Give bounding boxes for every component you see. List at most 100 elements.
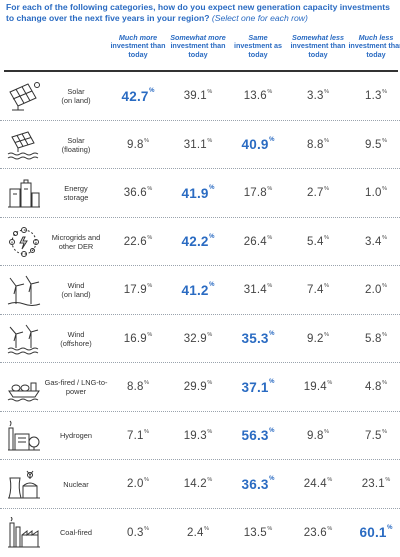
value-much-less: 1.0%: [365, 186, 387, 199]
wind-turbine-icon: [6, 274, 42, 306]
value-somewhat-more: 31.1%: [183, 137, 213, 151]
value-much-less: 23.1%: [361, 477, 391, 490]
coal-plant-icon: [6, 516, 42, 549]
value-much-less: 2.0%: [365, 283, 387, 296]
column-header-much-more: Much more investment than today: [108, 33, 168, 59]
column-header-line: Much less: [358, 33, 394, 42]
table-row: Coal-fired 0.3% 2.4% 13.5% 23.6% 60.1%: [0, 509, 400, 557]
row-label-line: Wind: [67, 329, 85, 339]
column-header-line: investment than today: [110, 41, 166, 59]
table-row: Solar (on land) 42.7% 39.1% 13.6% 3.3% 1.3%: [0, 72, 400, 121]
row-label-line: Gas-fired / LNG-to-: [44, 378, 108, 387]
value-somewhat-less: 9.8%: [307, 428, 329, 442]
table-row: Wind (offshore) 16.9% 32.9% 35.3% 9.2% 5.8%: [0, 315, 400, 363]
column-header-line: Same: [248, 33, 268, 42]
row-label: Solar (on land): [44, 72, 108, 120]
column-header-line: investment than today: [290, 41, 346, 59]
value-much-less: 4.8%: [365, 380, 387, 393]
row-label-line: Nuclear: [63, 479, 89, 489]
column-header-line: investment than today: [170, 41, 226, 59]
row-label-line: power: [65, 387, 87, 396]
row-label-line: Solar: [67, 87, 85, 96]
value-somewhat-more: 29.9%: [183, 380, 213, 393]
nuclear-plant-icon: [6, 468, 42, 500]
value-somewhat-less: 2.7%: [307, 186, 329, 199]
value-much-less: 5.8%: [365, 331, 387, 345]
row-label: Coal-fired: [44, 509, 108, 557]
value-much-less: 1.3%: [365, 89, 387, 102]
row-label: Wind (offshore): [44, 315, 108, 363]
row-label: Microgrids and other DER: [44, 218, 108, 266]
value-somewhat-more: 42.2%: [181, 233, 215, 250]
lng-ship-icon: [6, 371, 42, 403]
column-header-line: investment as today: [234, 41, 282, 59]
hydrogen-plant-icon: [6, 420, 42, 452]
value-somewhat-less: 19.4%: [303, 380, 333, 393]
value-much-more: 16.9%: [123, 331, 153, 345]
value-somewhat-less: 5.4%: [307, 234, 329, 248]
row-label-line: (offshore): [60, 338, 92, 348]
microgrid-icon: [6, 226, 42, 258]
column-header-line: Somewhat more: [170, 33, 226, 42]
value-same: 26.4%: [243, 234, 273, 248]
value-same: 36.3%: [241, 476, 275, 492]
value-somewhat-less: 9.2%: [307, 331, 329, 345]
column-header-line: Somewhat less: [292, 33, 344, 42]
table-row: Energy storage 36.6% 41.9% 17.8% 2.7% 1.0%: [0, 169, 400, 218]
value-somewhat-more: 19.3%: [183, 428, 213, 442]
row-label-line: (on land): [61, 290, 91, 299]
value-same: 31.4%: [243, 283, 273, 296]
value-same: 56.3%: [241, 427, 275, 444]
header-divider: [4, 70, 398, 72]
row-label: Nuclear: [44, 460, 108, 508]
table-row: Nuclear 2.0% 14.2% 36.3% 24.4% 23.1%: [0, 460, 400, 509]
column-header-somewhat-more: Somewhat more investment than today: [168, 33, 228, 59]
question-hint: (Select one for each row): [211, 13, 308, 23]
column-header-somewhat-less: Somewhat less investment than today: [288, 33, 348, 59]
value-much-more: 8.8%: [127, 380, 149, 393]
row-label-line: (on land): [61, 96, 91, 105]
value-much-less: 7.5%: [365, 428, 387, 442]
row-label: Solar (floating): [44, 121, 108, 169]
row-label: Wind (on land): [44, 266, 108, 314]
value-much-more: 9.8%: [127, 137, 149, 151]
row-label-line: Coal-fired: [59, 528, 93, 537]
value-somewhat-more: 2.4%: [187, 525, 209, 539]
column-header-line: investment than today: [348, 41, 400, 59]
table-row: Gas-fired / LNG-to-power 8.8% 29.9% 37.1% 19…: [0, 363, 400, 412]
table-row: Hydrogen 7.1% 19.3% 56.3% 9.8% 7.5%: [0, 412, 400, 460]
row-label-line: other DER: [58, 241, 94, 251]
value-much-less: 3.4%: [365, 234, 387, 248]
survey-question: For each of the following categories, ho…: [6, 2, 398, 24]
energy-storage-icon: [6, 177, 42, 209]
row-label-line: (floating): [61, 144, 91, 154]
value-somewhat-less: 3.3%: [307, 89, 329, 102]
value-much-more: 0.3%: [127, 525, 149, 539]
table-row: Solar (floating) 9.8% 31.1% 40.9% 8.8% 9.5%: [0, 121, 400, 169]
value-much-less: 60.1%: [359, 524, 393, 541]
value-much-less: 9.5%: [365, 137, 387, 151]
column-header-line: Much more: [118, 33, 158, 42]
column-header-much-less: Much less investment than today: [346, 33, 400, 59]
value-somewhat-less: 8.8%: [307, 137, 329, 151]
value-much-more: 36.6%: [123, 186, 153, 199]
value-much-more: 2.0%: [127, 477, 149, 490]
value-somewhat-more: 14.2%: [183, 477, 213, 490]
solar-panel-icon: [6, 80, 42, 112]
table-row: Microgrids and other DER 22.6% 42.2% 26.4% 5.…: [0, 218, 400, 266]
column-header-same: Same investment as today: [228, 33, 288, 59]
row-label-line: Hydrogen: [59, 431, 93, 440]
results-table: Solar (on land) 42.7% 39.1% 13.6% 3.3% 1.3% Sol…: [0, 72, 400, 557]
question-text: For each of the following categories, ho…: [6, 2, 390, 23]
value-same: 35.3%: [241, 330, 275, 347]
value-much-more: 7.1%: [127, 428, 149, 442]
row-label-line: Energy: [64, 184, 88, 193]
value-same: 13.5%: [243, 525, 273, 539]
column-headers: Much more investment than today Somewhat…: [0, 33, 400, 70]
row-label: Gas-fired / LNG-to-power: [44, 363, 108, 411]
value-somewhat-more: 41.9%: [181, 185, 215, 201]
offshore-wind-icon: [6, 323, 42, 355]
row-label-line: Solar: [67, 135, 85, 145]
value-much-more: 42.7%: [121, 88, 155, 104]
row-label-line: storage: [63, 193, 89, 202]
